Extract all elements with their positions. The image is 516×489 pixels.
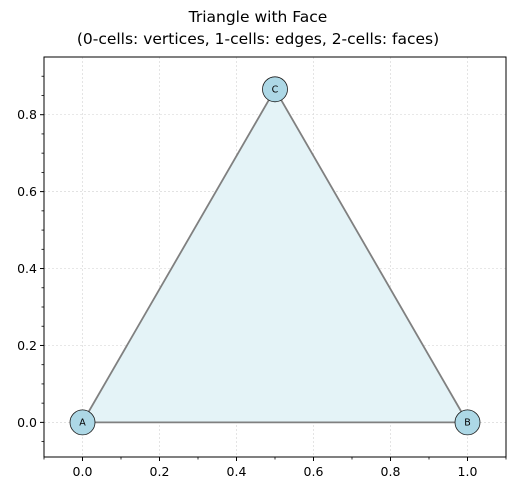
y-tick-label: 0.2 [17, 338, 37, 353]
vertices: A B C [69, 76, 481, 436]
chart-title-line-1: Triangle with Face [188, 8, 328, 26]
vertex-a [69, 409, 96, 436]
edge-ca [81, 88, 276, 423]
x-tick-label: 0.2 [150, 464, 170, 479]
x-tick-label: 0.8 [381, 464, 401, 479]
vertex-label-c: C [272, 85, 279, 96]
y-tick-label: 0.4 [17, 261, 37, 276]
vertex-label-b: B [464, 418, 471, 429]
edge-bc [274, 88, 469, 423]
chart-title-line-2: (0-cells: vertices, 1-cells: edges, 2-ce… [76, 30, 440, 48]
x-tick-label: 0.0 [73, 464, 93, 479]
vertex-c [262, 76, 288, 103]
x-tick-label: 1.0 [458, 464, 478, 479]
vertex-b [454, 409, 481, 436]
face-abc [82, 89, 468, 423]
x-tick-label: 0.6 [304, 464, 324, 479]
faces [82, 89, 468, 423]
y-tick-label: 0.0 [17, 415, 37, 430]
x-tick-label: 0.4 [227, 464, 247, 479]
y-tick-label: 0.8 [17, 107, 37, 122]
vertex-label-a: A [79, 418, 86, 429]
ticks: 0.0 0.2 0.4 0.6 0.8 1.0 0.0 0.2 0.4 0.6 0.8 [17, 75, 507, 479]
y-tick-label: 0.6 [17, 184, 37, 199]
edges [81, 88, 469, 424]
